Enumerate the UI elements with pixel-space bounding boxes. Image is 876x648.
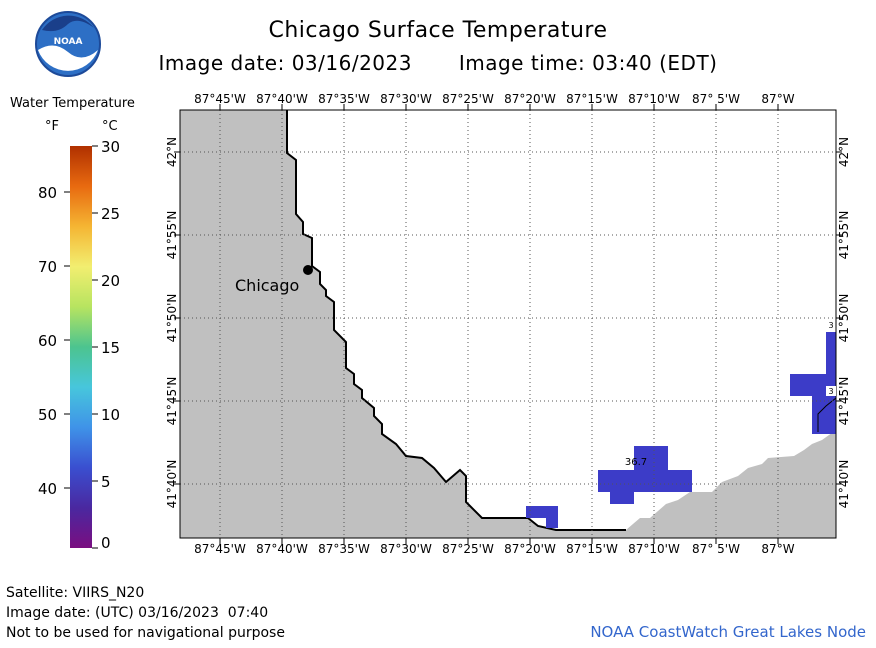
- c-tick: 20: [101, 272, 121, 290]
- legend-title: Water Temperature: [10, 96, 135, 111]
- lon-label-top: 87°40'W: [256, 92, 308, 106]
- edge-label-box: [826, 386, 836, 396]
- f-tick: 50: [38, 406, 58, 424]
- f-tick: 80: [38, 184, 58, 202]
- lat-label-right: 42°N: [837, 137, 851, 167]
- lon-label-top: 87°35'W: [318, 92, 370, 106]
- lon-label-top: 87°30'W: [380, 92, 432, 106]
- lon-label-bottom: 87°W: [761, 542, 794, 556]
- lat-label-left: 41°55'N: [165, 211, 179, 260]
- satellite-info: Satellite: VIIRS_N20: [6, 585, 145, 601]
- lat-label-left: 41°40'N: [165, 460, 179, 509]
- coastline: [286, 110, 626, 531]
- lon-label-top: 87°15'W: [566, 92, 618, 106]
- temp-value-label: 36.7: [625, 457, 647, 468]
- f-tick: 60: [38, 332, 58, 350]
- noaa-logo: NOAA: [35, 11, 101, 77]
- lon-label-bottom: 87°20'W: [504, 542, 556, 556]
- lon-label-bottom: 87° 5'W: [692, 542, 740, 556]
- coastline-east: [817, 397, 837, 432]
- c-tick: 25: [101, 205, 121, 223]
- logo-text: NOAA: [54, 37, 83, 47]
- lat-label-right: 41°45'N: [837, 377, 851, 426]
- land-west: [180, 110, 836, 538]
- city-marker: [303, 265, 313, 275]
- lat-label-right: 41°40'N: [837, 460, 851, 509]
- lat-label-left: 41°50'N: [165, 294, 179, 343]
- frame-ticks: [174, 104, 842, 544]
- image-datetime: Image date: 03/16/2023 Image time: 03:40…: [0, 51, 876, 75]
- graticule: [180, 110, 836, 538]
- lon-label-top: 87° 5'W: [692, 92, 740, 106]
- lon-label-top: 87°W: [761, 92, 794, 106]
- unit-celsius: °C: [102, 119, 118, 134]
- source-credit: NOAA CoastWatch Great Lakes Node: [590, 623, 866, 641]
- color-scale: [64, 145, 98, 549]
- page-title: Chicago Surface Temperature: [268, 18, 608, 43]
- c-tick: 0: [101, 534, 111, 552]
- utc-date: Image date: (UTC) 03/16/2023 07:40: [6, 605, 269, 621]
- edge-temp-label: 3: [828, 387, 833, 396]
- image-date: Image date: 03/16/2023: [158, 51, 412, 75]
- image-time: Image time: 03:40 (EDT): [458, 51, 718, 75]
- f-tick: 40: [38, 480, 58, 498]
- lat-label-left: 42°N: [165, 137, 179, 167]
- lon-label-top: 87°10'W: [628, 92, 680, 106]
- lon-label-bottom: 87°40'W: [256, 542, 308, 556]
- temp-cell: [598, 446, 692, 504]
- lat-label-right: 41°55'N: [837, 211, 851, 260]
- color-bar: [70, 146, 92, 548]
- lat-label-left: 41°45'N: [165, 377, 179, 426]
- lon-label-bottom: 87°30'W: [380, 542, 432, 556]
- temperature-pixels: [526, 332, 836, 528]
- unit-fahrenheit: °F: [45, 119, 59, 134]
- edge-temp-label: 3: [828, 321, 833, 330]
- c-tick: 10: [101, 406, 121, 424]
- lon-label-bottom: 87°25'W: [442, 542, 494, 556]
- c-tick: 30: [101, 138, 121, 156]
- lon-label-bottom: 87°15'W: [566, 542, 618, 556]
- disclaimer: Not to be used for navigational purpose: [6, 625, 285, 641]
- temp-cell: [790, 332, 836, 434]
- lon-label-bottom: 87°35'W: [318, 542, 370, 556]
- f-tick: 70: [38, 258, 58, 276]
- lon-label-bottom: 87°10'W: [628, 542, 680, 556]
- c-tick: 15: [101, 339, 121, 357]
- footer-info: Satellite: VIIRS_N20 Image date: (UTC) 0…: [6, 583, 285, 643]
- temp-cell: [526, 506, 558, 528]
- c-tick: 5: [101, 473, 111, 491]
- city-label: Chicago: [235, 276, 299, 295]
- map-frame: [179, 109, 837, 539]
- lon-label-top: 87°25'W: [442, 92, 494, 106]
- lon-label-top: 87°20'W: [504, 92, 556, 106]
- lon-label-bottom: 87°45'W: [194, 542, 246, 556]
- lat-label-right: 41°50'N: [837, 294, 851, 343]
- lon-label-top: 87°45'W: [194, 92, 246, 106]
